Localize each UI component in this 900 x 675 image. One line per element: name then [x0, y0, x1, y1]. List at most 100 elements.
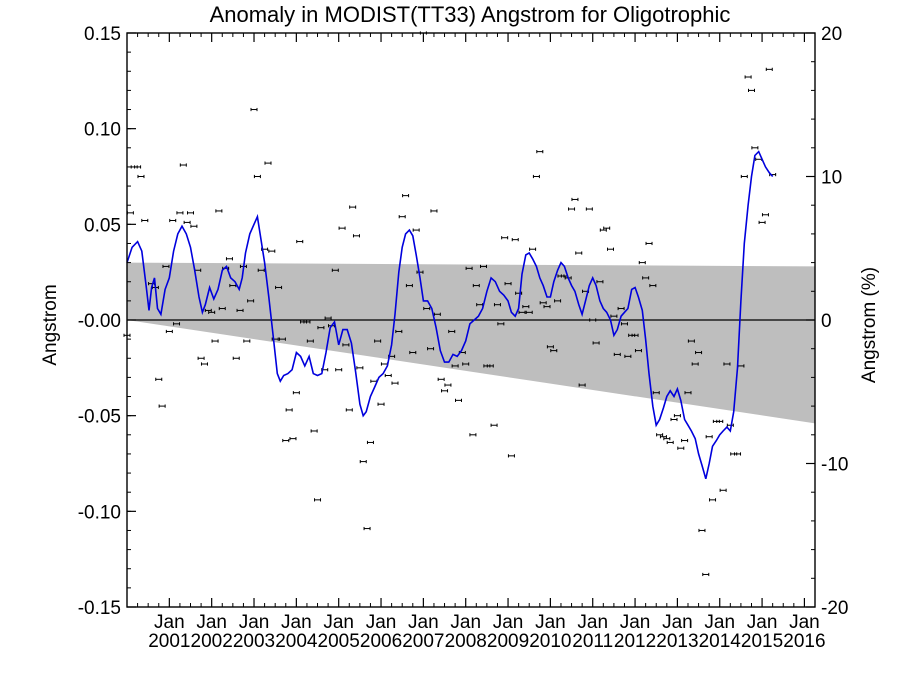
data-point — [331, 268, 339, 272]
data-point — [243, 339, 251, 343]
confidence-band — [127, 262, 815, 424]
data-point — [218, 306, 226, 311]
data-point — [554, 299, 562, 303]
data-point — [225, 257, 233, 261]
data-point — [423, 306, 431, 311]
data-point — [550, 349, 558, 353]
x-tick-month-label: Jan — [620, 612, 651, 633]
data-point — [592, 341, 600, 345]
x-tick-year-label: 2006 — [360, 631, 402, 652]
data-point — [493, 303, 501, 307]
data-point — [603, 226, 611, 230]
data-point — [698, 528, 706, 533]
data-point — [617, 306, 625, 311]
x-tick-year-label: 2012 — [614, 631, 656, 652]
data-point — [687, 339, 695, 343]
data-point — [568, 207, 576, 211]
data-point — [253, 174, 261, 179]
data-point — [455, 398, 463, 402]
data-point — [324, 316, 332, 320]
y2-tick-label: 20 — [821, 24, 842, 45]
data-point — [398, 215, 406, 219]
data-point — [232, 356, 240, 360]
data-point — [437, 377, 445, 381]
data-point — [349, 205, 357, 209]
data-point — [359, 459, 367, 464]
x-axis-ticks: Jan2001Jan2002Jan2003Jan2004Jan2005Jan20… — [137, 33, 826, 652]
x-tick-year-label: 2014 — [699, 631, 742, 652]
data-point — [709, 498, 717, 502]
data-point — [681, 438, 689, 443]
data-point — [642, 276, 650, 280]
data-point — [427, 347, 435, 351]
data-point — [377, 402, 385, 406]
data-point — [649, 283, 657, 288]
x-tick-year-label: 2013 — [656, 631, 698, 652]
data-point — [652, 391, 660, 395]
data-point — [610, 314, 618, 318]
data-point — [285, 408, 293, 412]
data-point — [518, 310, 526, 314]
data-point — [155, 377, 163, 381]
data-point — [596, 280, 604, 284]
data-point — [751, 146, 759, 150]
data-point — [158, 404, 166, 408]
x-tick-year-label: 2008 — [445, 631, 487, 652]
data-point — [744, 75, 752, 79]
data-point — [479, 264, 487, 269]
data-point — [282, 438, 290, 443]
data-point — [310, 429, 318, 433]
data-point — [575, 251, 583, 255]
right-axis-ticks: 20 10 0 -10 -20 — [806, 24, 848, 619]
data-point — [589, 318, 597, 322]
data-point — [465, 266, 473, 270]
data-point — [380, 362, 388, 366]
data-point — [571, 197, 579, 202]
x-tick-month-label: Jan — [704, 612, 735, 633]
data-point — [691, 362, 699, 366]
x-tick-month-label: Jan — [789, 612, 820, 633]
data-point — [268, 249, 276, 253]
data-point — [740, 174, 748, 179]
y2-axis-label: Angstrom (%) — [859, 267, 880, 383]
data-point — [723, 362, 731, 366]
data-point — [719, 488, 727, 492]
y-tick-label: -0.15 — [78, 598, 121, 619]
data-point — [314, 498, 322, 502]
data-point — [374, 339, 382, 343]
data-point — [215, 209, 223, 213]
data-point — [391, 381, 399, 385]
data-point — [416, 270, 424, 274]
x-tick-year-label: 2002 — [191, 631, 233, 652]
y2-tick-label: -20 — [821, 598, 848, 619]
x-tick-month-label: Jan — [747, 612, 778, 633]
data-point — [634, 349, 642, 353]
x-tick-month-label: Jan — [196, 612, 227, 633]
data-point — [208, 310, 216, 314]
y-tick-label: 0.05 — [84, 215, 121, 236]
data-point — [141, 218, 149, 223]
data-point — [677, 446, 685, 450]
data-point — [190, 224, 198, 228]
data-point — [462, 362, 470, 366]
y2-tick-label: 0 — [821, 311, 832, 332]
data-point — [705, 435, 713, 439]
data-point — [169, 218, 177, 223]
data-point — [507, 454, 515, 458]
data-point — [342, 343, 350, 347]
x-tick-month-label: Jan — [450, 612, 481, 633]
x-tick-year-label: 2011 — [572, 631, 613, 652]
data-point — [747, 88, 755, 92]
data-point — [486, 364, 494, 368]
data-point — [684, 391, 692, 395]
data-point — [451, 364, 459, 368]
data-point — [409, 350, 417, 355]
data-point — [296, 239, 304, 244]
data-point — [656, 433, 664, 437]
data-point — [134, 165, 142, 169]
data-point — [338, 226, 346, 230]
data-point — [536, 150, 544, 154]
data-point — [539, 301, 547, 305]
data-point — [716, 419, 724, 424]
